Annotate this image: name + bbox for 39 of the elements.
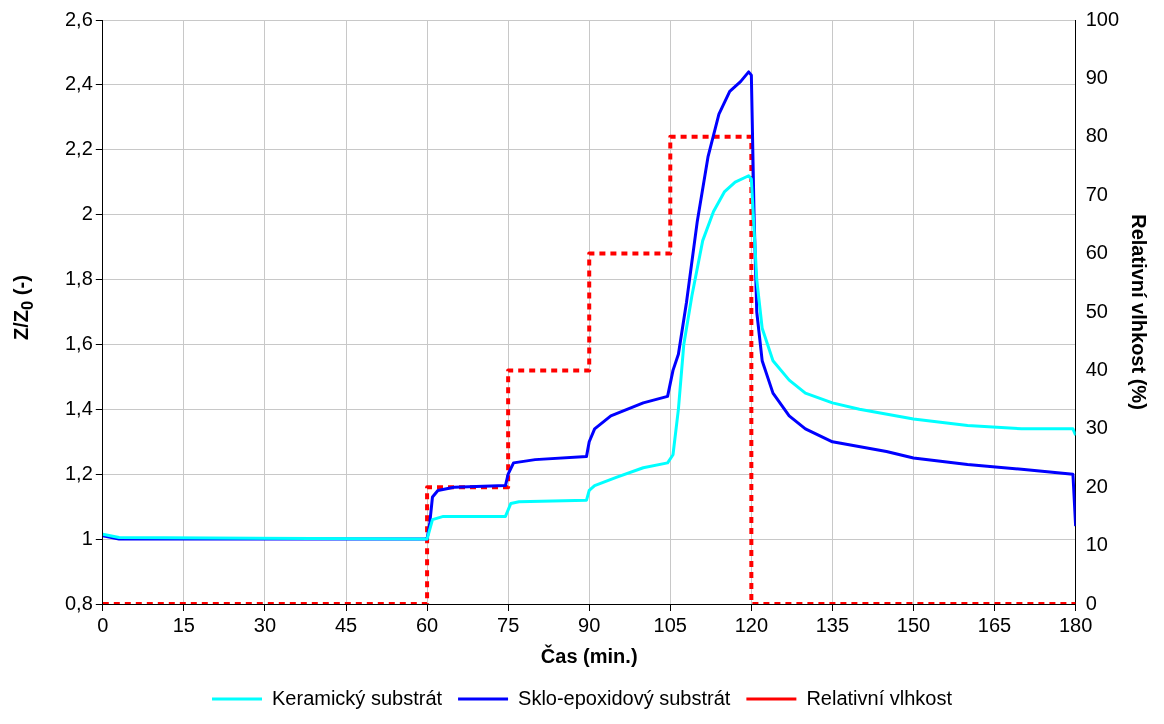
y2-tick-label: 100	[1085, 7, 1120, 30]
x-tick-label: 150	[896, 613, 931, 636]
y-tick-label: 2	[81, 202, 93, 225]
x-tick-label: 135	[815, 613, 850, 636]
y2-tick-label: 60	[1085, 241, 1108, 264]
y2-tick-label: 40	[1085, 357, 1108, 380]
x-tick-label: 45	[334, 613, 358, 636]
legend-label: Keramický substrát	[272, 686, 443, 709]
y-tick-label: 1,4	[64, 396, 93, 419]
x-tick-label: 90	[578, 613, 601, 636]
x-tick-label: 75	[497, 613, 520, 636]
x-axis-title: Čas (min.)	[540, 643, 638, 667]
y2-tick-label: 70	[1085, 182, 1108, 205]
y-tick-label: 1	[81, 526, 93, 549]
y2-tick-label: 50	[1085, 299, 1108, 322]
x-tick-label: 120	[734, 613, 769, 636]
x-tick-label: 30	[253, 613, 277, 636]
x-tick-label: 180	[1058, 613, 1093, 636]
y2-axis-title: Relativní vlhkost (%)	[1128, 214, 1151, 410]
x-tick-label: 165	[977, 613, 1012, 636]
x-tick-label: 0	[97, 613, 109, 636]
y2-tick-label: 30	[1085, 416, 1108, 439]
y-tick-label: 1,8	[64, 267, 93, 290]
y-tick-label: 2,2	[64, 137, 93, 160]
x-tick-label: 105	[653, 613, 687, 636]
y-tick-label: 1,6	[64, 331, 93, 354]
y-tick-label: 2,4	[64, 72, 93, 95]
y-tick-label: 2,6	[64, 7, 93, 30]
y-tick-label: 0,8	[64, 591, 93, 614]
x-tick-label: 60	[415, 613, 439, 636]
legend-label: Relativní vlhkost	[806, 686, 953, 709]
y2-tick-label: 20	[1085, 474, 1108, 497]
y2-tick-label: 80	[1085, 124, 1108, 147]
legend-label: Sklo-epoxidový substrát	[518, 686, 731, 709]
x-tick-label: 15	[172, 613, 195, 636]
y2-tick-label: 0	[1085, 591, 1097, 614]
y2-tick-label: 10	[1085, 533, 1108, 556]
y2-tick-label: 90	[1085, 65, 1108, 88]
y-tick-label: 1,2	[64, 461, 93, 484]
